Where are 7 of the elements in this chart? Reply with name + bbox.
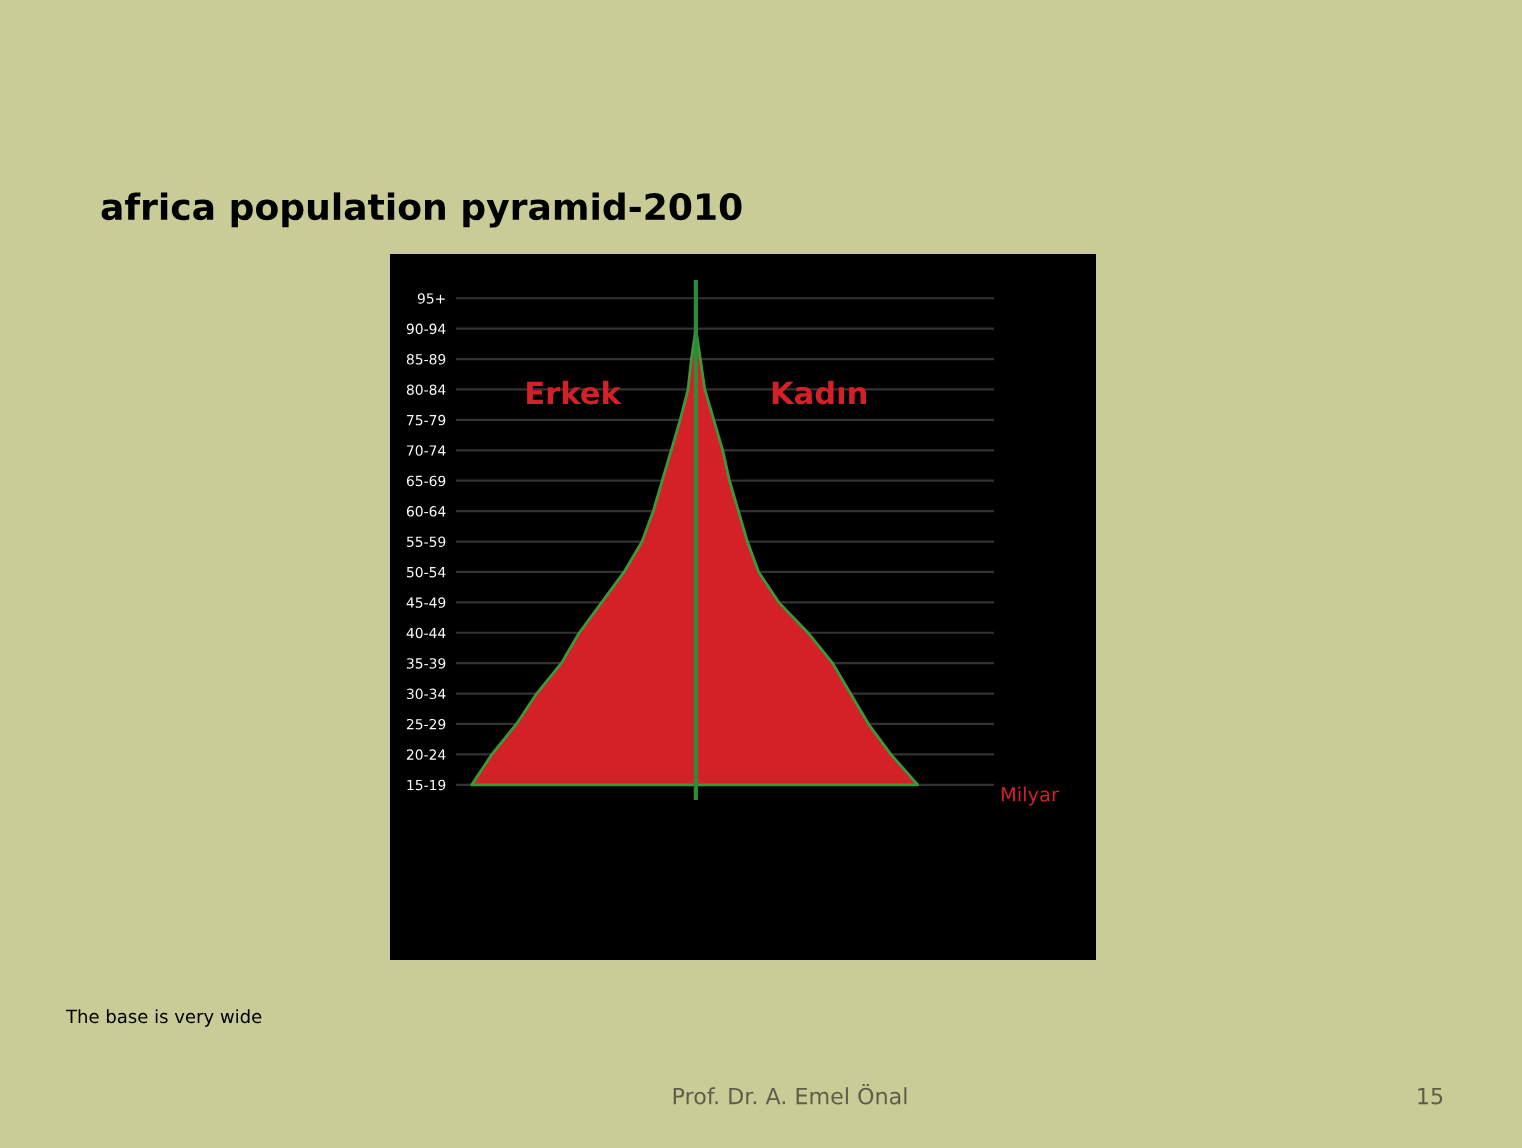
series-label: Kadın [772, 380, 866, 405]
text: Prof. Dr. A. Emel Önal [673, 1083, 907, 1105]
text: The base is very wide [65, 1009, 262, 1027]
text: Milyar [1001, 786, 1059, 806]
text: 15 [1418, 1087, 1443, 1105]
chart-title: africa population pyramid-2010 [101, 192, 742, 228]
series-label: Erkek [527, 380, 622, 405]
